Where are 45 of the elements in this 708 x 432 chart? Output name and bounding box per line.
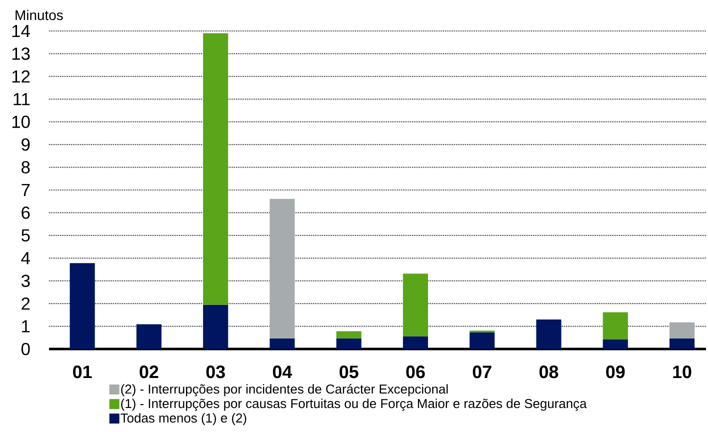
- x-tick-label: 07: [472, 366, 492, 378]
- y-axis-title: Minutos: [16, 10, 63, 20]
- y-tick-label: 5: [21, 229, 30, 242]
- legend-label: (1) - Interrupções por causas Fortuitas ou de Força Maior e razões de Segurança: [121, 398, 587, 411]
- bar: [336, 331, 362, 338]
- x-tick-label: 05: [340, 366, 358, 378]
- y-tick-label: 11: [14, 93, 30, 106]
- y-tick-label: 7: [22, 184, 30, 196]
- y-tick-label: 14: [12, 24, 30, 37]
- y-tick-label: 1: [22, 320, 30, 332]
- x-tick-label: 02: [140, 366, 158, 378]
- bar: [602, 312, 628, 340]
- bar: [336, 338, 362, 350]
- y-tick-label: 12: [12, 70, 30, 83]
- x-tick-label: 09: [606, 366, 625, 378]
- legend-label: (2) - Interrupções por incidentes de Carácter Excepcional: [121, 384, 448, 396]
- y-tick-label: 6: [22, 206, 30, 219]
- bar: [669, 338, 695, 350]
- x-tick-label: 03: [206, 366, 225, 378]
- x-tick-label: 04: [272, 366, 292, 378]
- legend-label: Todas menos (1) e (2): [120, 413, 246, 426]
- bar: [203, 304, 228, 350]
- y-tick-label: 8: [22, 161, 30, 174]
- bar: [70, 263, 95, 350]
- x-tick-label: 06: [406, 366, 425, 378]
- y-tick-label: 13: [12, 48, 30, 60]
- bar: [536, 319, 562, 350]
- bar: [270, 338, 295, 350]
- x-tick-label: 10: [673, 366, 692, 378]
- bar: [136, 324, 162, 350]
- bar: [270, 198, 295, 338]
- bar: [203, 33, 228, 305]
- bar: [669, 322, 695, 338]
- bar: [402, 274, 428, 336]
- x-tick-label: 08: [539, 366, 558, 378]
- y-tick-label: 4: [21, 252, 30, 264]
- bar: [402, 336, 428, 350]
- y-tick-label: 3: [21, 274, 30, 288]
- y-tick-label: 0: [21, 342, 30, 356]
- x-tick-label: 01: [73, 366, 92, 378]
- y-tick-label: 9: [22, 138, 30, 151]
- y-tick-label: 10: [12, 116, 30, 128]
- bar: [470, 332, 495, 350]
- y-tick-label: 2: [22, 297, 30, 310]
- bar: [602, 339, 628, 350]
